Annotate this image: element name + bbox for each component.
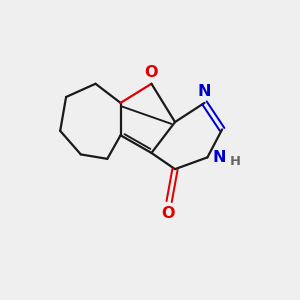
- Text: N: N: [198, 84, 211, 99]
- Text: N: N: [213, 150, 226, 165]
- Text: O: O: [145, 65, 158, 80]
- Text: O: O: [161, 206, 174, 221]
- Text: H: H: [230, 155, 241, 168]
